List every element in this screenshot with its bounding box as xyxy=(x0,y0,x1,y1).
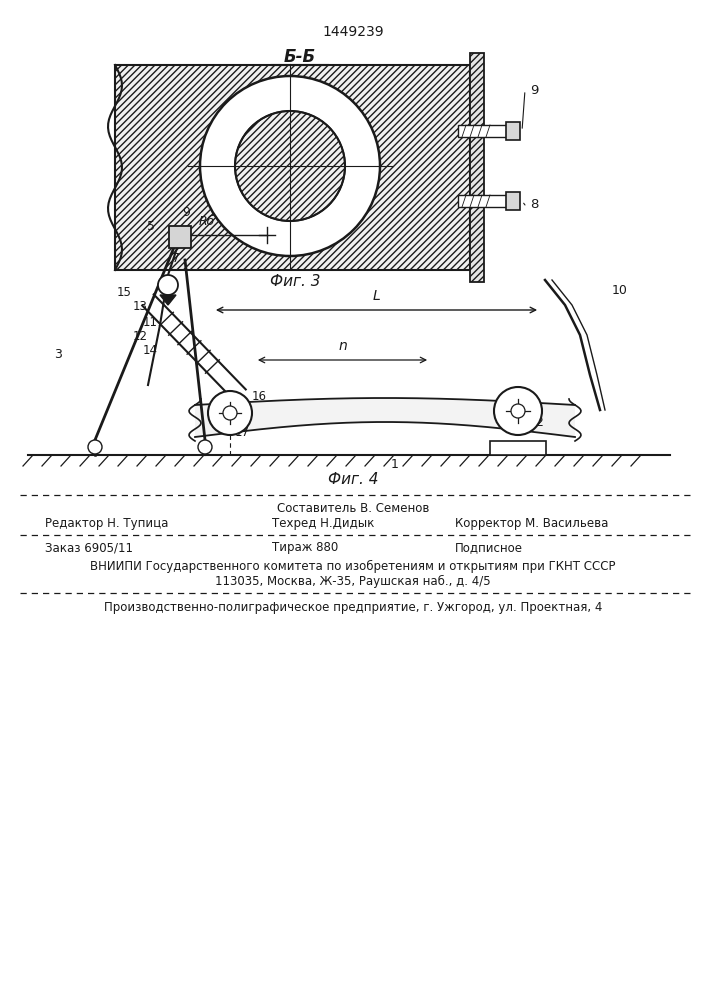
Text: Составитель В. Семенов: Составитель В. Семенов xyxy=(277,502,429,514)
Text: Редактор Н. Тупица: Редактор Н. Тупица xyxy=(45,516,168,530)
Circle shape xyxy=(200,76,380,256)
Bar xyxy=(169,226,191,248)
Text: ВНИИПИ Государственного комитета по изобретениям и открытиям при ГКНТ СССР: ВНИИПИ Государственного комитета по изоб… xyxy=(90,559,616,573)
Text: 15: 15 xyxy=(117,286,132,300)
Text: Техред Н.Дидык: Техред Н.Дидык xyxy=(272,516,375,530)
Text: 9: 9 xyxy=(530,84,538,97)
Circle shape xyxy=(494,387,542,435)
Circle shape xyxy=(198,440,212,454)
Bar xyxy=(506,122,520,140)
Circle shape xyxy=(88,440,102,454)
Bar xyxy=(115,65,470,270)
Text: 9: 9 xyxy=(182,206,190,219)
Text: n: n xyxy=(338,339,347,353)
Text: 1: 1 xyxy=(391,458,399,472)
Text: 17: 17 xyxy=(235,426,250,440)
Text: 3: 3 xyxy=(54,349,62,361)
Text: 11: 11 xyxy=(143,316,158,330)
Text: 14: 14 xyxy=(143,344,158,358)
Text: 16: 16 xyxy=(252,390,267,403)
Text: Подписное: Подписное xyxy=(455,542,523,554)
Text: 13: 13 xyxy=(133,300,148,314)
Text: 5: 5 xyxy=(147,220,155,232)
Bar xyxy=(458,125,513,137)
Polygon shape xyxy=(195,398,575,437)
Text: 8: 8 xyxy=(530,198,538,212)
Bar xyxy=(470,53,484,282)
Circle shape xyxy=(158,275,178,295)
Bar xyxy=(458,195,513,207)
Bar xyxy=(506,192,520,210)
Text: Тираж 880: Тираж 880 xyxy=(272,542,338,554)
Circle shape xyxy=(235,111,345,221)
Text: 1449239: 1449239 xyxy=(322,25,384,39)
Text: Фиг. 4: Фиг. 4 xyxy=(328,473,378,488)
Text: 2: 2 xyxy=(535,416,543,430)
Text: 10: 10 xyxy=(612,284,628,296)
Text: Б-Б: Б-Б xyxy=(284,48,316,66)
Text: 113035, Москва, Ж-35, Раушская наб., д. 4/5: 113035, Москва, Ж-35, Раушская наб., д. … xyxy=(215,574,491,588)
Circle shape xyxy=(208,391,252,435)
Bar xyxy=(490,441,546,455)
Text: Rб: Rб xyxy=(199,215,215,228)
Text: L: L xyxy=(373,289,380,303)
Text: 7: 7 xyxy=(172,251,180,264)
Polygon shape xyxy=(160,295,176,305)
Text: Фиг. 3: Фиг. 3 xyxy=(270,274,320,290)
Bar xyxy=(115,65,470,270)
Text: Производственно-полиграфическое предприятие, г. Ужгород, ул. Проектная, 4: Производственно-полиграфическое предприя… xyxy=(104,601,602,614)
Text: Заказ 6905/11: Заказ 6905/11 xyxy=(45,542,133,554)
Circle shape xyxy=(223,406,237,420)
Text: Корректор М. Васильева: Корректор М. Васильева xyxy=(455,516,609,530)
Text: 12: 12 xyxy=(133,330,148,344)
Circle shape xyxy=(511,404,525,418)
